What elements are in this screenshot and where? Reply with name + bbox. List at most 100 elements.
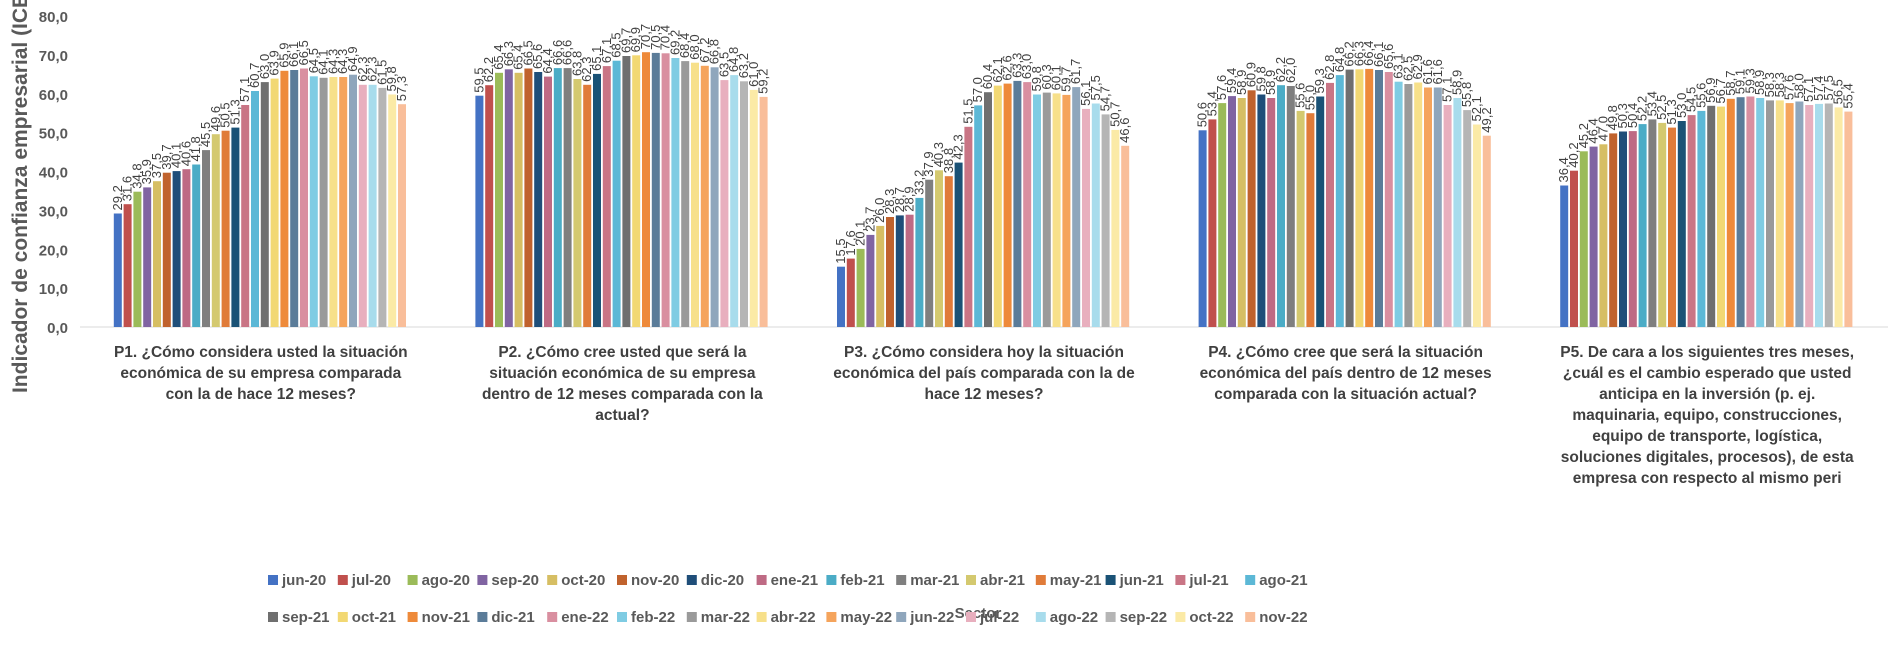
bar <box>1013 80 1022 328</box>
bar <box>143 187 152 327</box>
legend-label: jun-22 <box>909 609 954 626</box>
bar <box>1482 135 1491 327</box>
data-label: 57,6 <box>1214 75 1229 100</box>
bar <box>280 70 289 328</box>
bar <box>1424 87 1432 327</box>
legend: jun-20 jul-20 ago-20 sep-20 oct-20 nov-20 dic-… <box>268 572 1308 626</box>
bar <box>1365 68 1374 328</box>
data-label: 64,8 <box>1332 47 1347 72</box>
bar <box>172 171 181 327</box>
data-label: 50,4 <box>1625 103 1640 128</box>
legend-label: abr-22 <box>771 609 816 626</box>
bar <box>1296 110 1305 328</box>
data-label: 33,2 <box>911 170 926 195</box>
data-label: 45,5 <box>198 122 213 147</box>
data-label: 58,3 <box>1762 72 1777 97</box>
data-label: 62,2 <box>481 57 496 82</box>
bar <box>1560 185 1569 327</box>
bar <box>162 172 171 327</box>
bar <box>319 77 328 327</box>
data-label: 50,3 <box>1615 103 1630 128</box>
bar <box>602 66 611 327</box>
bar <box>1111 129 1120 327</box>
legend-label: dic-21 <box>491 609 534 626</box>
data-label: 65,1 <box>589 46 604 71</box>
bar <box>1433 87 1442 327</box>
bar <box>691 62 699 327</box>
data-label: 49,8 <box>1605 105 1620 130</box>
data-label: 70,4 <box>658 25 673 50</box>
bar <box>1736 97 1745 327</box>
legend-label: may-22 <box>840 609 892 626</box>
bar <box>544 76 552 327</box>
legend-swatch <box>966 575 976 585</box>
data-label: 42,3 <box>951 134 966 159</box>
legend-swatch <box>1175 575 1186 585</box>
bar <box>309 76 318 327</box>
bar <box>231 127 240 327</box>
data-label: 64,3 <box>335 49 350 74</box>
bar <box>651 52 660 328</box>
bar <box>1267 98 1276 327</box>
legend-swatch <box>407 612 418 622</box>
bar <box>1579 151 1588 327</box>
legend-label: sep-20 <box>491 572 539 589</box>
data-label: 57,4 <box>1811 76 1826 101</box>
bar <box>876 225 885 327</box>
data-label: 55,0 <box>1302 85 1317 110</box>
data-label: 53,0 <box>1674 93 1689 118</box>
data-label: 28,3 <box>882 189 897 214</box>
data-label: 57,1 <box>237 77 252 102</box>
bar <box>123 204 132 327</box>
bar <box>368 84 377 327</box>
data-label: 63,2 <box>736 53 751 78</box>
bar <box>1697 110 1706 328</box>
bar <box>915 197 924 327</box>
data-label: 54,5 <box>1684 87 1699 112</box>
data-label: 37,9 <box>921 151 936 176</box>
data-label: 68,4 <box>677 33 692 58</box>
legend-label: may-21 <box>1050 572 1102 589</box>
legend-swatch <box>896 575 907 585</box>
bar <box>1746 96 1755 327</box>
data-label: 62,3 <box>355 56 370 81</box>
bar <box>221 130 230 327</box>
bar <box>984 92 992 327</box>
data-label: 58,9 <box>1234 70 1249 95</box>
data-label: 60,1 <box>1049 65 1064 90</box>
bar <box>1326 82 1334 328</box>
bar <box>1316 96 1325 327</box>
data-label: 56,5 <box>1831 79 1846 104</box>
data-label: 26,0 <box>872 198 887 223</box>
bar <box>358 84 367 327</box>
bar <box>1121 145 1130 327</box>
bar <box>1277 85 1285 327</box>
bar <box>1453 98 1462 327</box>
bar <box>1677 121 1686 327</box>
data-label: 50,6 <box>1195 102 1210 127</box>
bar <box>1404 84 1413 327</box>
category-label: P1. ¿Cómo considera usted la situación ec… <box>114 344 408 403</box>
data-label: 63,0 <box>257 54 272 79</box>
bar <box>1052 93 1061 328</box>
legend-swatch <box>477 575 488 585</box>
bar <box>495 72 503 327</box>
bar <box>1414 82 1423 327</box>
bar <box>710 67 719 328</box>
bar <box>349 74 357 327</box>
data-label: 50,7 <box>1107 102 1122 127</box>
bar <box>935 170 943 327</box>
legend-swatch <box>756 612 767 622</box>
data-label: 62,3 <box>579 56 594 81</box>
bar <box>1726 98 1735 327</box>
data-label: 37,5 <box>149 153 164 178</box>
data-label: 58,7 <box>1723 70 1738 95</box>
bar <box>671 58 680 327</box>
legend-label: oct-22 <box>1189 609 1233 626</box>
bar <box>1589 146 1598 327</box>
bar <box>211 134 220 327</box>
y-tick-label: 80,0 <box>39 9 68 26</box>
bar <box>993 85 1002 327</box>
bar <box>534 72 543 327</box>
